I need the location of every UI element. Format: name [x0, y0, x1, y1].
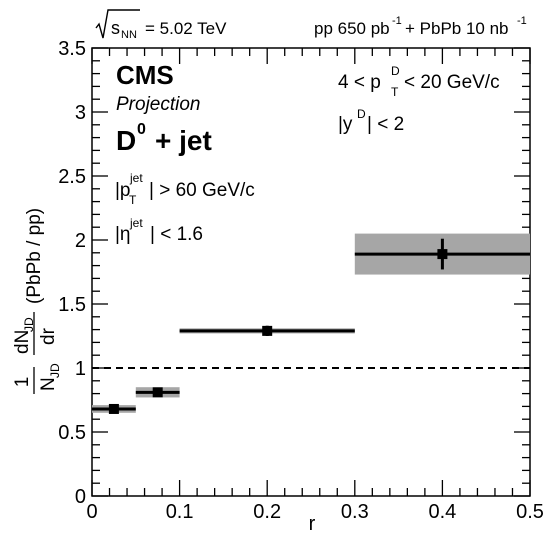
x-tick-label: 0.4: [428, 501, 456, 523]
y-tick-labels: 0 0.5 1 1.5 2 2.5 3 3.5: [58, 38, 86, 508]
header-energy: s NN = 5.02 TeV: [95, 9, 227, 41]
status-label: Projection: [116, 94, 201, 115]
header-luminosity: pp 650 pb -1 + PbPb 10 nb -1: [314, 15, 527, 38]
y-title-frac2-num-sub: JD: [22, 317, 36, 332]
cut-jet-eta-pre: |η: [115, 224, 131, 245]
y-title-frac1-den: N: [38, 377, 59, 391]
y-title-frac2-num: dN: [12, 330, 33, 354]
x-tick-label: 0.3: [341, 501, 369, 523]
header-energy-value: = 5.02 TeV: [145, 19, 227, 38]
y-tick-label: 3: [75, 102, 86, 124]
y-tick-label: 1.5: [58, 294, 86, 316]
process-label: D 0 + jet: [116, 121, 212, 156]
point-marker: [108, 403, 119, 414]
x-tick-label: 0.5: [516, 501, 544, 523]
cut-jet-pt-post: | > 60 GeV/c: [149, 180, 255, 201]
x-tick-labels: 0 0.1 0.2 0.3 0.4 0.5: [86, 501, 543, 523]
data-point-3: [179, 325, 355, 336]
data-series: [92, 233, 530, 414]
cut-jet-eta-sup: jet: [129, 216, 143, 230]
axis-ticks: [91, 47, 531, 497]
cut-jet-pt: |p T jet | > 60 GeV/c: [115, 171, 255, 207]
x-axis-title: r: [309, 513, 316, 535]
experiment-label: CMS: [116, 60, 174, 90]
cut-jet-pt-pre: |p: [115, 180, 131, 201]
cut-jet-eta-post: | < 1.6: [150, 224, 203, 245]
process-base: D: [116, 125, 136, 156]
y-tick-label: 0.5: [58, 422, 86, 444]
y-tick-label: 2: [75, 230, 86, 252]
cut-d-pt-sup: D: [391, 64, 400, 78]
y-title-frac1-num: 1: [12, 377, 33, 388]
data-point-2: [135, 387, 180, 398]
x-tick-label: 0.1: [166, 501, 194, 523]
header-lumi-pbpb-sup: -1: [517, 15, 527, 27]
cut-d-pt-post: < 20 GeV/c: [404, 72, 500, 93]
y-tick-label: 3.5: [58, 38, 86, 60]
header-sqrt-sub: NN: [121, 29, 137, 41]
cut-d-pt-pre: 4 < p: [338, 72, 381, 93]
x-tick-label: 0.2: [253, 501, 281, 523]
cut-d-rapidity: |y D | < 2: [338, 107, 404, 135]
y-tick-label: 0: [75, 486, 86, 508]
header-lumi-pp: pp 650 pb: [314, 19, 390, 38]
cut-jet-pt-sub: T: [129, 193, 137, 207]
point-marker: [152, 387, 163, 398]
cut-d-pt-sub: T: [391, 85, 399, 99]
point-marker: [437, 249, 448, 260]
y-title-frac2-den: dr: [38, 327, 59, 345]
process-rest: + jet: [155, 125, 212, 156]
x-tick-label: 0: [86, 501, 97, 523]
cut-d-y-post: | < 2: [367, 114, 404, 135]
y-axis-title: 1 N JD dN JD dr (PbPb / pp): [12, 208, 62, 394]
header-lumi-pp-sup: -1: [392, 15, 402, 27]
data-point-1: [92, 403, 136, 414]
y-title-suffix: (PbPb / pp): [24, 208, 45, 304]
cut-d-y-sup: D: [357, 107, 366, 121]
cut-d-pt: 4 < p T D < 20 GeV/c: [338, 64, 500, 99]
header-lumi-pbpb: + PbPb 10 nb: [405, 19, 509, 38]
cut-d-y-pre: |y: [338, 114, 353, 135]
cut-jet-pt-sup: jet: [129, 171, 143, 185]
point-marker: [262, 325, 273, 336]
y-tick-label: 2.5: [58, 166, 86, 188]
y-tick-label: 1: [75, 358, 86, 380]
data-point-4: [354, 233, 530, 275]
header-sqrt-s: s: [111, 18, 120, 38]
y-title-frac1-den-sub: JD: [48, 363, 62, 378]
cut-jet-eta: |η jet | < 1.6: [115, 216, 203, 245]
process-sup: 0: [137, 121, 146, 138]
